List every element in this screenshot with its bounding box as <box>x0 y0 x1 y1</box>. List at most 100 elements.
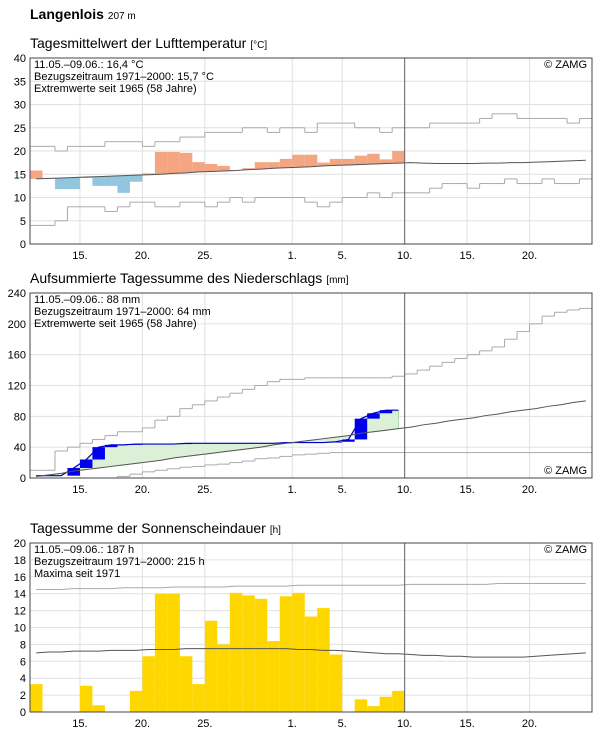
panel-unit: [°C] <box>250 40 267 51</box>
x-tick-label: 15. <box>72 250 87 262</box>
daily-increment <box>342 439 355 442</box>
deviation-bar <box>267 162 280 169</box>
y-tick-label: 120 <box>8 381 26 393</box>
bar <box>317 608 330 712</box>
x-tick-label: 15. <box>459 718 474 729</box>
deviation-bar <box>179 152 193 173</box>
panel-note: 11.05.–09.06.: 16,4 °C <box>34 59 143 71</box>
daily-increment <box>79 459 93 468</box>
y-tick-label: 10 <box>14 623 26 635</box>
y-tick-label: 25 <box>14 123 26 135</box>
x-tick-label: 20. <box>135 484 150 496</box>
x-tick-label: 25. <box>197 250 212 262</box>
panel-title: Tagesmittelwert der Lufttemperatur [°C] <box>30 35 267 51</box>
y-tick-label: 40 <box>14 53 26 65</box>
bar <box>254 598 268 712</box>
y-tick-label: 5 <box>20 216 26 228</box>
daily-increment <box>379 410 393 414</box>
y-tick-label: 6 <box>20 656 26 668</box>
y-tick-label: 10 <box>14 193 26 205</box>
deviation-bar <box>167 151 180 174</box>
station-elevation: 207 m <box>108 11 136 22</box>
bar <box>30 684 43 712</box>
deviation-bar <box>129 175 143 182</box>
bar <box>329 654 343 712</box>
x-tick-label: 25. <box>197 718 212 729</box>
panel-title-text: Tagesmittelwert der Lufttemperatur <box>30 35 247 51</box>
deviation-bar <box>292 154 305 168</box>
x-tick-label: 10. <box>397 718 412 729</box>
bar <box>379 696 393 712</box>
x-tick-label: 15. <box>72 718 87 729</box>
daily-increment <box>67 467 80 476</box>
x-tick-label: 1. <box>288 250 297 262</box>
reference-line <box>36 400 586 477</box>
x-tick-label: 25. <box>197 484 212 496</box>
x-tick-label: 5. <box>338 718 347 729</box>
deviation-bar <box>354 155 368 165</box>
deviation-bar <box>104 176 118 186</box>
daily-increment <box>367 413 380 419</box>
bar <box>142 656 155 712</box>
x-tick-label: 1. <box>288 718 297 729</box>
x-tick-label: 20. <box>135 250 150 262</box>
x-tick-label: 20. <box>522 250 537 262</box>
y-tick-label: 2 <box>20 690 26 702</box>
y-tick-label: 0 <box>20 473 26 485</box>
bar <box>367 706 380 712</box>
y-tick-label: 80 <box>14 411 26 423</box>
deviation-bar <box>242 168 255 170</box>
observed-line <box>36 409 399 477</box>
panel-note: 11.05.–09.06.: 187 h <box>34 544 134 556</box>
deviation-bar <box>279 158 293 168</box>
panel-note: Maxima seit 1971 <box>34 568 120 580</box>
bar <box>354 699 368 712</box>
daily-increment <box>92 447 105 460</box>
reference-line <box>36 583 586 590</box>
bar <box>154 593 168 712</box>
y-tick-label: 18 <box>14 555 26 567</box>
station-name: Langenlois <box>30 6 104 22</box>
bar <box>267 641 280 712</box>
y-tick-label: 35 <box>14 76 26 88</box>
bar <box>129 690 143 712</box>
credit: © ZAMG <box>544 59 587 71</box>
panel-unit: [mm] <box>326 275 348 286</box>
deviation-bar <box>342 158 355 165</box>
panel-title: Aufsummierte Tagessumme des Niederschlag… <box>30 270 349 286</box>
daily-increment <box>354 418 368 440</box>
panel-note: Bezugszeitraum 1971–2000: 215 h <box>34 556 205 568</box>
plot-frame <box>29 542 593 713</box>
y-tick-label: 14 <box>14 589 26 601</box>
panel-note: 11.05.–09.06.: 88 mm <box>34 294 140 306</box>
y-tick-label: 0 <box>20 707 26 719</box>
x-tick-label: 10. <box>397 250 412 262</box>
deviation-bar <box>254 162 268 170</box>
deviation-bar <box>117 175 130 193</box>
bar <box>92 705 105 712</box>
x-tick-label: 15. <box>459 484 474 496</box>
bar <box>392 690 405 712</box>
y-tick-label: 160 <box>8 350 26 362</box>
deviation-bar <box>217 165 230 171</box>
y-tick-label: 16 <box>14 572 26 584</box>
y-tick-label: 200 <box>8 319 26 331</box>
bar <box>304 616 318 712</box>
panel-title-text: Tagessumme der Sonnenscheindauer <box>30 520 266 536</box>
credit: © ZAMG <box>544 544 587 556</box>
panel-note: Extremwerte seit 1965 (58 Jahre) <box>34 318 197 330</box>
bar <box>279 596 293 712</box>
deviation-bar <box>30 170 43 179</box>
y-tick-label: 40 <box>14 442 26 454</box>
panel-title: Tagessumme der Sonnenscheindauer [h] <box>30 520 281 536</box>
y-tick-label: 12 <box>14 606 26 618</box>
plot-frame <box>29 292 593 479</box>
bar <box>79 685 93 712</box>
page-title: Langenlois 207 m <box>30 6 136 22</box>
deviation-bar <box>54 177 68 190</box>
deviation-bar <box>142 173 155 175</box>
deviation-bar <box>379 159 393 164</box>
bar <box>179 656 193 712</box>
panel-note: Extremwerte seit 1965 (58 Jahre) <box>34 83 197 95</box>
